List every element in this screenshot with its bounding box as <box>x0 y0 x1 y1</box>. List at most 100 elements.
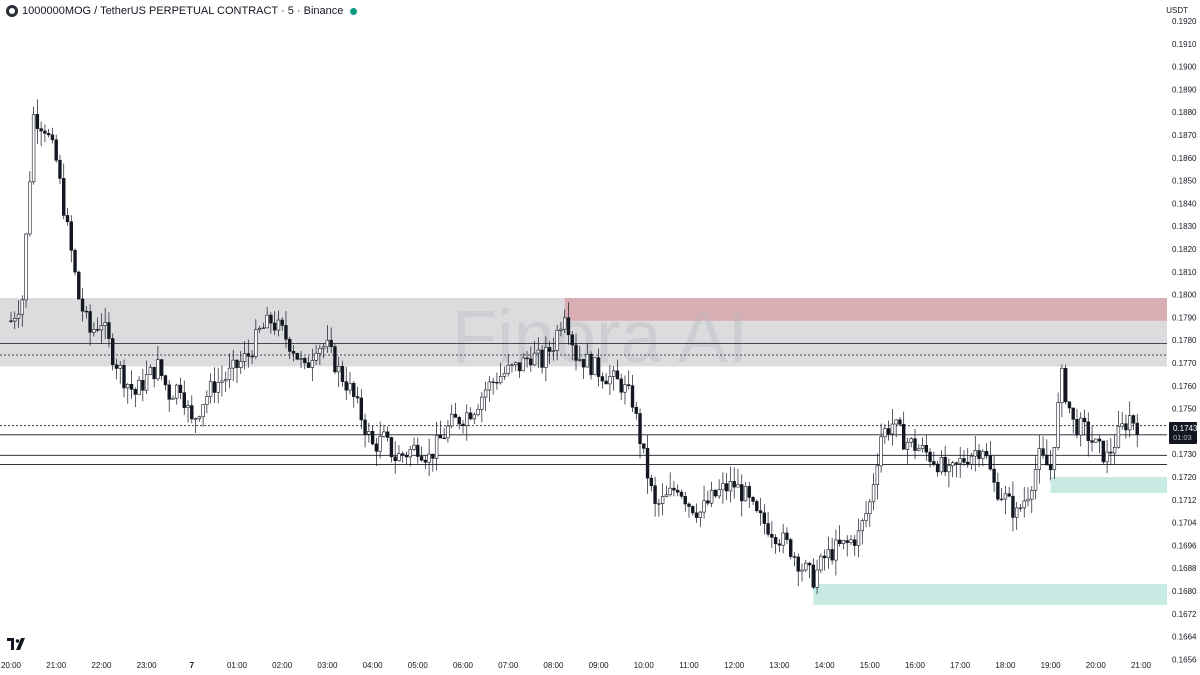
candle-body <box>510 364 514 366</box>
candle-body <box>864 513 868 521</box>
y-axis-tick-label: 0.1672 <box>1172 610 1197 619</box>
candle-body <box>630 385 635 408</box>
candle-body <box>999 498 1004 501</box>
candle-body <box>423 459 428 463</box>
demand-zone-small[interactable] <box>1050 477 1167 493</box>
demand-zone[interactable] <box>813 584 1167 605</box>
candle-body <box>717 489 721 497</box>
candle-body <box>216 382 220 393</box>
candle-body <box>20 299 24 315</box>
candle-body <box>31 114 36 183</box>
candle-body <box>39 128 43 132</box>
candle-body <box>1112 447 1117 454</box>
candle-body <box>604 380 608 385</box>
candle-body <box>1067 401 1072 409</box>
candle-body <box>728 481 733 492</box>
tradingview-logo-icon[interactable] <box>7 638 29 650</box>
candle-body <box>954 462 959 464</box>
supply-zone[interactable] <box>564 298 1167 321</box>
candle-body <box>197 416 202 419</box>
candle-body <box>186 405 190 408</box>
candle-body <box>306 362 311 368</box>
candle-body <box>446 425 450 439</box>
x-axis-tick-label: 02:00 <box>272 661 293 670</box>
candle-body <box>822 555 827 559</box>
candle-body <box>781 532 785 546</box>
candle-body <box>16 313 21 319</box>
candle-body <box>374 443 379 452</box>
candle-body <box>397 453 401 462</box>
chart-header: 1000000MOG / TetherUS PERPETUAL CONTRACT… <box>6 4 358 18</box>
x-axis-tick-label: 05:00 <box>408 661 429 670</box>
candle-body <box>288 338 292 352</box>
x-axis-tick-label: 20:00 <box>1 661 22 670</box>
candle-body <box>254 329 258 357</box>
x-axis-tick-label: 06:00 <box>453 661 474 670</box>
candle-body <box>65 215 70 223</box>
candle-body <box>721 483 725 491</box>
candle-body <box>1079 417 1083 436</box>
y-axis-tick-label: 0.1870 <box>1172 131 1197 140</box>
candle-body <box>611 370 616 377</box>
candle-body <box>208 381 213 397</box>
candle-body <box>593 357 597 376</box>
candle-body <box>724 483 729 492</box>
candle-body <box>1090 440 1094 443</box>
candle-body <box>498 376 503 384</box>
candle-body <box>755 501 759 512</box>
candle-body <box>777 543 782 546</box>
candle-body <box>1041 448 1045 456</box>
candle-body <box>883 428 887 438</box>
currency-label[interactable]: USDT <box>1166 6 1188 15</box>
candle-body <box>1030 489 1034 500</box>
candle-body <box>623 384 627 393</box>
candle-body <box>280 319 284 326</box>
candle-body <box>920 444 925 450</box>
candle-body <box>483 389 488 398</box>
market-status-icon <box>350 7 358 15</box>
candle-body <box>295 352 299 360</box>
y-axis-tick-label: 0.1664 <box>1172 633 1197 642</box>
candle-body <box>1135 422 1139 435</box>
candle-body <box>227 367 232 380</box>
symbol-title[interactable]: 1000000MOG / TetherUS PERPETUAL CONTRACT… <box>22 5 344 17</box>
x-axis-tick-label: 20:00 <box>1086 661 1107 670</box>
candle-body <box>340 366 345 382</box>
candle-body <box>336 366 341 373</box>
candle-body <box>465 412 469 426</box>
candle-body <box>924 444 929 453</box>
candle-body <box>547 347 552 352</box>
mog-coin-icon <box>6 5 18 17</box>
x-axis-tick-label: 16:00 <box>905 661 926 670</box>
candle-body <box>574 344 578 361</box>
candle-body <box>412 444 416 450</box>
candle-body <box>845 540 849 543</box>
candle-body <box>815 569 819 588</box>
candle-body <box>205 396 209 405</box>
candle-body <box>811 564 816 588</box>
candle-body <box>141 380 145 391</box>
candle-body <box>242 353 247 362</box>
candle-body <box>9 320 13 322</box>
candle-body <box>1033 469 1038 491</box>
current-price-label[interactable] <box>1169 421 1197 444</box>
candle-body <box>491 381 495 383</box>
candle-body <box>1105 451 1109 463</box>
candle-body <box>514 362 518 366</box>
candle-body <box>977 450 981 459</box>
candle-body <box>92 329 96 333</box>
candle-body <box>408 449 412 458</box>
candle-body <box>118 365 122 369</box>
candle-body <box>28 181 32 235</box>
candle-body <box>1022 500 1026 509</box>
candle-body <box>664 494 669 497</box>
candle-body <box>581 359 586 368</box>
candle-body <box>826 549 831 559</box>
candle-body <box>886 428 891 435</box>
x-axis-tick-label: 7 <box>190 661 195 670</box>
candle-body <box>404 455 409 458</box>
candle-body <box>69 221 73 251</box>
candle-body <box>382 431 386 437</box>
candle-body <box>461 423 465 426</box>
